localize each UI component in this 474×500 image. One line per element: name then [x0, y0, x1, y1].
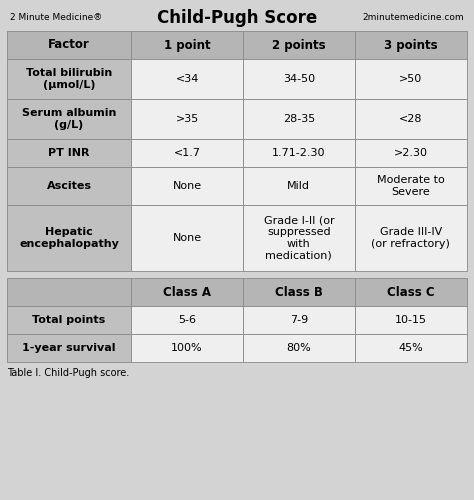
Text: 100%: 100% [171, 343, 203, 353]
Text: Total points: Total points [33, 315, 106, 325]
Bar [243, 167, 355, 205]
Text: >2.30: >2.30 [394, 148, 428, 158]
Bar [131, 167, 243, 205]
Bar [131, 139, 243, 167]
Bar [131, 278, 243, 306]
Text: Class B: Class B [275, 286, 323, 298]
Bar [355, 139, 467, 167]
Bar [355, 167, 467, 205]
Text: Grade I-II (or
suppressed
with
medication): Grade I-II (or suppressed with medicatio… [264, 216, 334, 260]
Bar [7, 278, 131, 306]
Bar [243, 59, 355, 99]
Text: Hepatic
encephalopathy: Hepatic encephalopathy [19, 227, 119, 249]
Bar [7, 99, 131, 139]
Text: Mild: Mild [287, 181, 310, 191]
Text: 1-year survival: 1-year survival [22, 343, 116, 353]
Bar [243, 334, 355, 362]
Text: 28-35: 28-35 [283, 114, 315, 124]
Text: Factor: Factor [48, 38, 90, 52]
Text: Class A: Class A [163, 286, 211, 298]
Bar [7, 167, 131, 205]
Bar [243, 31, 355, 59]
Text: <1.7: <1.7 [173, 148, 201, 158]
Text: 34-50: 34-50 [283, 74, 315, 84]
Bar [355, 205, 467, 271]
Text: <34: <34 [175, 74, 199, 84]
Text: None: None [173, 233, 201, 243]
Text: 2minutemedicine.com: 2minutemedicine.com [363, 14, 464, 22]
Bar [131, 205, 243, 271]
Bar [7, 59, 131, 99]
Text: Child-Pugh Score: Child-Pugh Score [157, 9, 317, 27]
Bar [131, 334, 243, 362]
Text: 1.71-2.30: 1.71-2.30 [272, 148, 326, 158]
Text: <28: <28 [399, 114, 423, 124]
Text: Total bilirubin
(μmol/L): Total bilirubin (μmol/L) [26, 68, 112, 90]
Bar [131, 306, 243, 334]
Bar [131, 99, 243, 139]
Text: None: None [173, 181, 201, 191]
Bar [243, 99, 355, 139]
Text: >50: >50 [399, 74, 422, 84]
Bar [355, 31, 467, 59]
Text: Serum albumin
(g/L): Serum albumin (g/L) [22, 108, 116, 130]
Bar [7, 306, 131, 334]
Text: Grade III-IV
(or refractory): Grade III-IV (or refractory) [372, 227, 450, 249]
Text: 10-15: 10-15 [395, 315, 427, 325]
Bar [243, 306, 355, 334]
Text: PT INR: PT INR [48, 148, 90, 158]
Text: >35: >35 [175, 114, 199, 124]
Text: Ascites: Ascites [46, 181, 91, 191]
Bar [243, 205, 355, 271]
Text: Table I. Child-Pugh score.: Table I. Child-Pugh score. [7, 368, 129, 378]
Bar [131, 31, 243, 59]
Bar [243, 139, 355, 167]
Bar [355, 99, 467, 139]
Text: 7-9: 7-9 [290, 315, 308, 325]
Bar [355, 59, 467, 99]
Bar [243, 278, 355, 306]
Text: 45%: 45% [399, 343, 423, 353]
Bar [131, 59, 243, 99]
Bar [7, 205, 131, 271]
Text: Moderate to
Severe: Moderate to Severe [377, 175, 445, 197]
Bar [355, 278, 467, 306]
Text: 2 points: 2 points [272, 38, 326, 52]
Bar [7, 334, 131, 362]
Text: Class C: Class C [387, 286, 435, 298]
Bar [7, 31, 131, 59]
Bar [7, 5, 467, 31]
Text: 80%: 80% [286, 343, 311, 353]
Text: 5-6: 5-6 [178, 315, 196, 325]
Bar [7, 139, 131, 167]
Text: 3 points: 3 points [384, 38, 438, 52]
Bar [355, 334, 467, 362]
Text: 2 Minute Medicine®: 2 Minute Medicine® [10, 14, 102, 22]
Text: 1 point: 1 point [164, 38, 210, 52]
Bar [355, 306, 467, 334]
